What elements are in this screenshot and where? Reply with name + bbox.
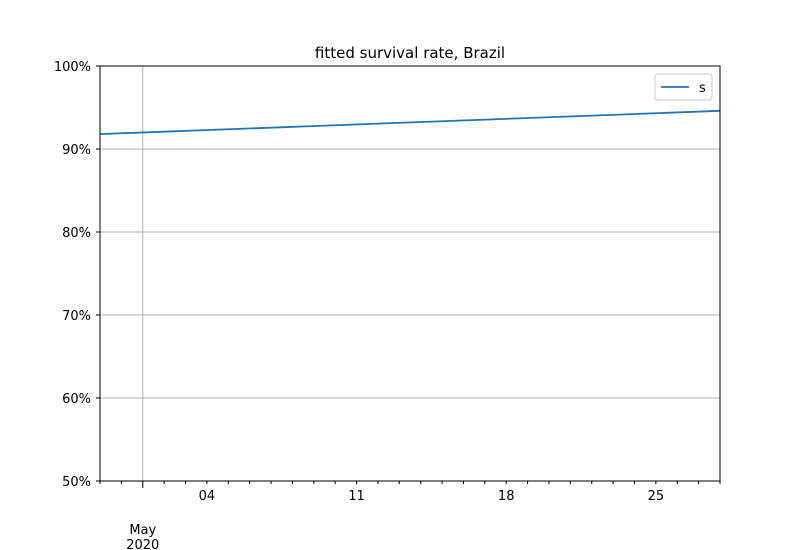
y-tick-label: 90% xyxy=(62,143,91,158)
y-axis: 50% 60% 70% 80% 90% 100% xyxy=(54,60,100,490)
y-tick-label: 100% xyxy=(54,60,91,75)
legend-label: s xyxy=(699,81,706,96)
x-minor-tick-label: 25 xyxy=(648,489,665,504)
y-tick-label: 60% xyxy=(62,392,91,407)
series-layer xyxy=(99,109,721,135)
y-tick-label: 80% xyxy=(62,226,91,241)
series-line-s xyxy=(99,109,721,135)
x-major-tick-label: May 2020 xyxy=(126,523,159,550)
chart-title: fitted survival rate, Brazil xyxy=(315,44,505,62)
y-tick-label: 70% xyxy=(62,309,91,324)
x-axis: May 2020 04 11 18 25 xyxy=(99,481,721,550)
x-minor-tick-label: 11 xyxy=(348,489,365,504)
legend: s xyxy=(654,73,713,101)
x-minor-tick-label: 18 xyxy=(498,489,515,504)
y-tick-label: 50% xyxy=(62,475,91,490)
x-minor-tick-label: 04 xyxy=(199,489,216,504)
plot-frame xyxy=(99,65,721,482)
grid-lines xyxy=(100,65,720,482)
